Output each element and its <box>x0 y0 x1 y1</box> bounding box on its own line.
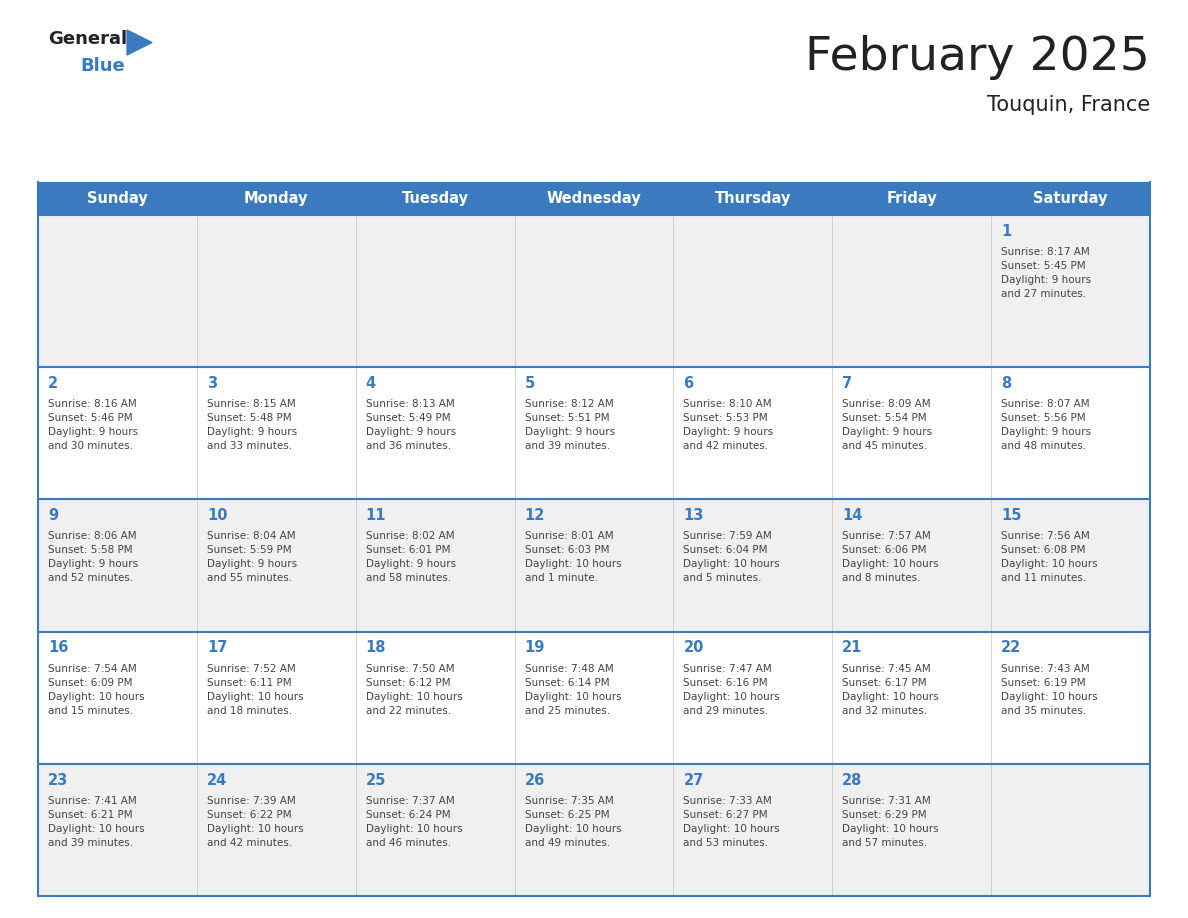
Text: Sunrise: 8:10 AM
Sunset: 5:53 PM
Daylight: 9 hours
and 42 minutes.: Sunrise: 8:10 AM Sunset: 5:53 PM Dayligh… <box>683 399 773 451</box>
Text: 5: 5 <box>525 376 535 391</box>
Bar <box>38 367 1150 499</box>
Text: Saturday: Saturday <box>1034 191 1108 206</box>
Text: February 2025: February 2025 <box>805 35 1150 80</box>
Bar <box>38 632 1150 764</box>
Text: Sunrise: 8:04 AM
Sunset: 5:59 PM
Daylight: 9 hours
and 55 minutes.: Sunrise: 8:04 AM Sunset: 5:59 PM Dayligh… <box>207 532 297 583</box>
Text: Sunrise: 7:50 AM
Sunset: 6:12 PM
Daylight: 10 hours
and 22 minutes.: Sunrise: 7:50 AM Sunset: 6:12 PM Dayligh… <box>366 664 462 715</box>
Text: Sunrise: 7:54 AM
Sunset: 6:09 PM
Daylight: 10 hours
and 15 minutes.: Sunrise: 7:54 AM Sunset: 6:09 PM Dayligh… <box>48 664 145 715</box>
Text: 8: 8 <box>1001 376 1011 391</box>
Text: Sunrise: 7:43 AM
Sunset: 6:19 PM
Daylight: 10 hours
and 35 minutes.: Sunrise: 7:43 AM Sunset: 6:19 PM Dayligh… <box>1001 664 1098 715</box>
Text: 24: 24 <box>207 773 227 788</box>
Text: 27: 27 <box>683 773 703 788</box>
Text: Tuesday: Tuesday <box>402 191 468 206</box>
Text: Sunrise: 8:12 AM
Sunset: 5:51 PM
Daylight: 9 hours
and 39 minutes.: Sunrise: 8:12 AM Sunset: 5:51 PM Dayligh… <box>525 399 614 451</box>
Text: Sunrise: 8:16 AM
Sunset: 5:46 PM
Daylight: 9 hours
and 30 minutes.: Sunrise: 8:16 AM Sunset: 5:46 PM Dayligh… <box>48 399 138 451</box>
Text: Sunrise: 7:48 AM
Sunset: 6:14 PM
Daylight: 10 hours
and 25 minutes.: Sunrise: 7:48 AM Sunset: 6:14 PM Dayligh… <box>525 664 621 715</box>
Text: 17: 17 <box>207 641 227 655</box>
Text: 14: 14 <box>842 509 862 523</box>
Text: Sunrise: 7:57 AM
Sunset: 6:06 PM
Daylight: 10 hours
and 8 minutes.: Sunrise: 7:57 AM Sunset: 6:06 PM Dayligh… <box>842 532 939 583</box>
Text: Sunrise: 8:01 AM
Sunset: 6:03 PM
Daylight: 10 hours
and 1 minute.: Sunrise: 8:01 AM Sunset: 6:03 PM Dayligh… <box>525 532 621 583</box>
Text: 22: 22 <box>1001 641 1022 655</box>
Text: Sunrise: 7:37 AM
Sunset: 6:24 PM
Daylight: 10 hours
and 46 minutes.: Sunrise: 7:37 AM Sunset: 6:24 PM Dayligh… <box>366 796 462 847</box>
Text: 18: 18 <box>366 641 386 655</box>
Bar <box>38 215 1150 367</box>
Text: 13: 13 <box>683 509 703 523</box>
Text: 19: 19 <box>525 641 545 655</box>
Text: 3: 3 <box>207 376 217 391</box>
Text: 26: 26 <box>525 773 545 788</box>
Text: Sunrise: 8:07 AM
Sunset: 5:56 PM
Daylight: 9 hours
and 48 minutes.: Sunrise: 8:07 AM Sunset: 5:56 PM Dayligh… <box>1001 399 1092 451</box>
Text: Friday: Friday <box>886 191 937 206</box>
Text: Sunrise: 8:06 AM
Sunset: 5:58 PM
Daylight: 9 hours
and 52 minutes.: Sunrise: 8:06 AM Sunset: 5:58 PM Dayligh… <box>48 532 138 583</box>
Text: Sunrise: 7:45 AM
Sunset: 6:17 PM
Daylight: 10 hours
and 32 minutes.: Sunrise: 7:45 AM Sunset: 6:17 PM Dayligh… <box>842 664 939 715</box>
Text: 7: 7 <box>842 376 853 391</box>
Text: 21: 21 <box>842 641 862 655</box>
Text: Sunrise: 7:59 AM
Sunset: 6:04 PM
Daylight: 10 hours
and 5 minutes.: Sunrise: 7:59 AM Sunset: 6:04 PM Dayligh… <box>683 532 781 583</box>
Text: Touquin, France: Touquin, France <box>987 95 1150 115</box>
Text: Sunrise: 7:35 AM
Sunset: 6:25 PM
Daylight: 10 hours
and 49 minutes.: Sunrise: 7:35 AM Sunset: 6:25 PM Dayligh… <box>525 796 621 847</box>
Bar <box>38 182 1150 215</box>
Text: Wednesday: Wednesday <box>546 191 642 206</box>
Text: Sunrise: 7:47 AM
Sunset: 6:16 PM
Daylight: 10 hours
and 29 minutes.: Sunrise: 7:47 AM Sunset: 6:16 PM Dayligh… <box>683 664 781 715</box>
Text: Sunrise: 7:33 AM
Sunset: 6:27 PM
Daylight: 10 hours
and 53 minutes.: Sunrise: 7:33 AM Sunset: 6:27 PM Dayligh… <box>683 796 781 847</box>
Text: Sunrise: 8:17 AM
Sunset: 5:45 PM
Daylight: 9 hours
and 27 minutes.: Sunrise: 8:17 AM Sunset: 5:45 PM Dayligh… <box>1001 247 1092 299</box>
Text: 28: 28 <box>842 773 862 788</box>
Text: 9: 9 <box>48 509 58 523</box>
Text: Sunrise: 7:52 AM
Sunset: 6:11 PM
Daylight: 10 hours
and 18 minutes.: Sunrise: 7:52 AM Sunset: 6:11 PM Dayligh… <box>207 664 303 715</box>
Text: 23: 23 <box>48 773 68 788</box>
Text: 16: 16 <box>48 641 69 655</box>
Text: 12: 12 <box>525 509 545 523</box>
Text: 4: 4 <box>366 376 375 391</box>
Text: Sunrise: 8:09 AM
Sunset: 5:54 PM
Daylight: 9 hours
and 45 minutes.: Sunrise: 8:09 AM Sunset: 5:54 PM Dayligh… <box>842 399 933 451</box>
Text: Sunrise: 8:02 AM
Sunset: 6:01 PM
Daylight: 9 hours
and 58 minutes.: Sunrise: 8:02 AM Sunset: 6:01 PM Dayligh… <box>366 532 456 583</box>
Text: 6: 6 <box>683 376 694 391</box>
Bar <box>38 499 1150 632</box>
Bar <box>38 764 1150 896</box>
Polygon shape <box>127 30 152 55</box>
Text: 10: 10 <box>207 509 227 523</box>
Text: 20: 20 <box>683 641 703 655</box>
Text: General: General <box>48 30 127 48</box>
Text: Sunrise: 7:31 AM
Sunset: 6:29 PM
Daylight: 10 hours
and 57 minutes.: Sunrise: 7:31 AM Sunset: 6:29 PM Dayligh… <box>842 796 939 847</box>
Text: Sunrise: 7:39 AM
Sunset: 6:22 PM
Daylight: 10 hours
and 42 minutes.: Sunrise: 7:39 AM Sunset: 6:22 PM Dayligh… <box>207 796 303 847</box>
Text: Blue: Blue <box>80 57 125 75</box>
Text: 1: 1 <box>1001 224 1011 239</box>
Text: Sunday: Sunday <box>87 191 147 206</box>
Text: Sunrise: 8:13 AM
Sunset: 5:49 PM
Daylight: 9 hours
and 36 minutes.: Sunrise: 8:13 AM Sunset: 5:49 PM Dayligh… <box>366 399 456 451</box>
Text: 11: 11 <box>366 509 386 523</box>
Text: Sunrise: 7:41 AM
Sunset: 6:21 PM
Daylight: 10 hours
and 39 minutes.: Sunrise: 7:41 AM Sunset: 6:21 PM Dayligh… <box>48 796 145 847</box>
Text: 15: 15 <box>1001 509 1022 523</box>
Text: 25: 25 <box>366 773 386 788</box>
Text: Sunrise: 8:15 AM
Sunset: 5:48 PM
Daylight: 9 hours
and 33 minutes.: Sunrise: 8:15 AM Sunset: 5:48 PM Dayligh… <box>207 399 297 451</box>
Text: Monday: Monday <box>244 191 309 206</box>
Text: Thursday: Thursday <box>715 191 791 206</box>
Text: Sunrise: 7:56 AM
Sunset: 6:08 PM
Daylight: 10 hours
and 11 minutes.: Sunrise: 7:56 AM Sunset: 6:08 PM Dayligh… <box>1001 532 1098 583</box>
Text: 2: 2 <box>48 376 58 391</box>
